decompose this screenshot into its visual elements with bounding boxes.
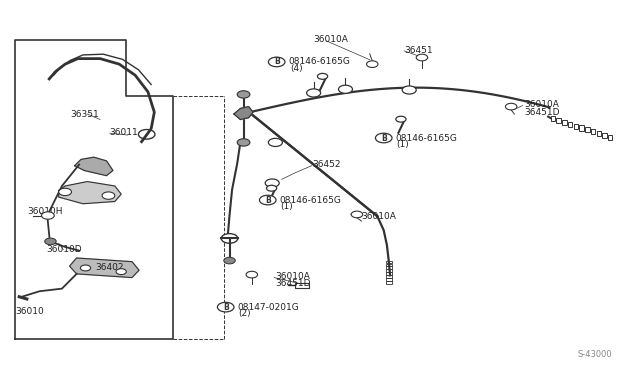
Circle shape xyxy=(218,302,234,312)
Text: 36452: 36452 xyxy=(312,160,341,169)
Text: 36351: 36351 xyxy=(70,109,99,119)
Text: (4): (4) xyxy=(290,64,303,73)
Circle shape xyxy=(81,265,91,271)
Circle shape xyxy=(259,195,276,205)
Circle shape xyxy=(45,238,56,245)
Text: 36011: 36011 xyxy=(109,128,138,137)
Circle shape xyxy=(307,89,321,97)
Text: 08146-6165G: 08146-6165G xyxy=(395,134,457,142)
Bar xyxy=(386,260,392,263)
Text: (1): (1) xyxy=(396,140,409,149)
Polygon shape xyxy=(234,107,253,119)
Circle shape xyxy=(102,192,115,199)
Circle shape xyxy=(317,73,328,79)
Text: B: B xyxy=(274,57,280,67)
Bar xyxy=(568,122,572,127)
Text: (1): (1) xyxy=(280,202,293,211)
Circle shape xyxy=(116,269,126,275)
Circle shape xyxy=(59,188,72,196)
Circle shape xyxy=(265,179,279,187)
Bar xyxy=(591,129,595,134)
Circle shape xyxy=(237,139,250,146)
Circle shape xyxy=(506,103,517,110)
Text: B: B xyxy=(265,196,271,205)
Bar xyxy=(386,263,392,266)
Bar xyxy=(386,269,392,272)
Bar xyxy=(294,283,308,288)
Text: 36010A: 36010A xyxy=(314,35,349,44)
Text: (2): (2) xyxy=(239,309,251,318)
Circle shape xyxy=(376,133,392,143)
Circle shape xyxy=(237,91,250,98)
Polygon shape xyxy=(59,182,121,204)
Text: 36010H: 36010H xyxy=(27,206,62,216)
Text: 36451: 36451 xyxy=(404,46,433,55)
Text: 36451D: 36451D xyxy=(524,108,559,117)
Text: 36010D: 36010D xyxy=(46,245,82,254)
Bar xyxy=(386,272,392,275)
Bar xyxy=(573,124,578,129)
Circle shape xyxy=(367,61,378,67)
Text: B: B xyxy=(223,302,228,312)
Circle shape xyxy=(351,211,363,218)
Text: 36402: 36402 xyxy=(96,263,124,272)
Circle shape xyxy=(266,185,276,191)
Circle shape xyxy=(416,54,428,61)
Text: 36010A: 36010A xyxy=(362,212,396,221)
Circle shape xyxy=(402,86,416,94)
Text: 36010A: 36010A xyxy=(275,272,310,281)
Polygon shape xyxy=(70,258,139,278)
Bar xyxy=(602,133,607,138)
Bar xyxy=(550,116,555,121)
Circle shape xyxy=(224,257,236,264)
Circle shape xyxy=(42,212,54,219)
Circle shape xyxy=(268,138,282,147)
Circle shape xyxy=(246,271,257,278)
Text: 08146-6165G: 08146-6165G xyxy=(279,196,341,205)
Bar xyxy=(596,131,601,136)
Bar xyxy=(386,266,392,269)
Text: 36010A: 36010A xyxy=(524,100,559,109)
Bar xyxy=(386,281,392,284)
Text: B: B xyxy=(381,134,387,142)
Bar xyxy=(562,120,566,125)
Text: 08146-6165G: 08146-6165G xyxy=(288,57,350,67)
Polygon shape xyxy=(75,157,113,176)
Text: 36010: 36010 xyxy=(15,307,44,316)
Circle shape xyxy=(221,234,238,243)
Bar xyxy=(386,275,392,278)
Bar xyxy=(608,135,612,140)
Text: S-43000: S-43000 xyxy=(577,350,612,359)
Bar xyxy=(556,118,561,123)
Circle shape xyxy=(339,85,353,93)
Text: 36451D: 36451D xyxy=(275,279,311,288)
Bar xyxy=(585,127,589,132)
Text: 08147-0201G: 08147-0201G xyxy=(237,302,299,312)
Bar xyxy=(579,125,584,131)
Bar xyxy=(386,278,392,281)
Circle shape xyxy=(268,57,285,67)
Circle shape xyxy=(396,116,406,122)
